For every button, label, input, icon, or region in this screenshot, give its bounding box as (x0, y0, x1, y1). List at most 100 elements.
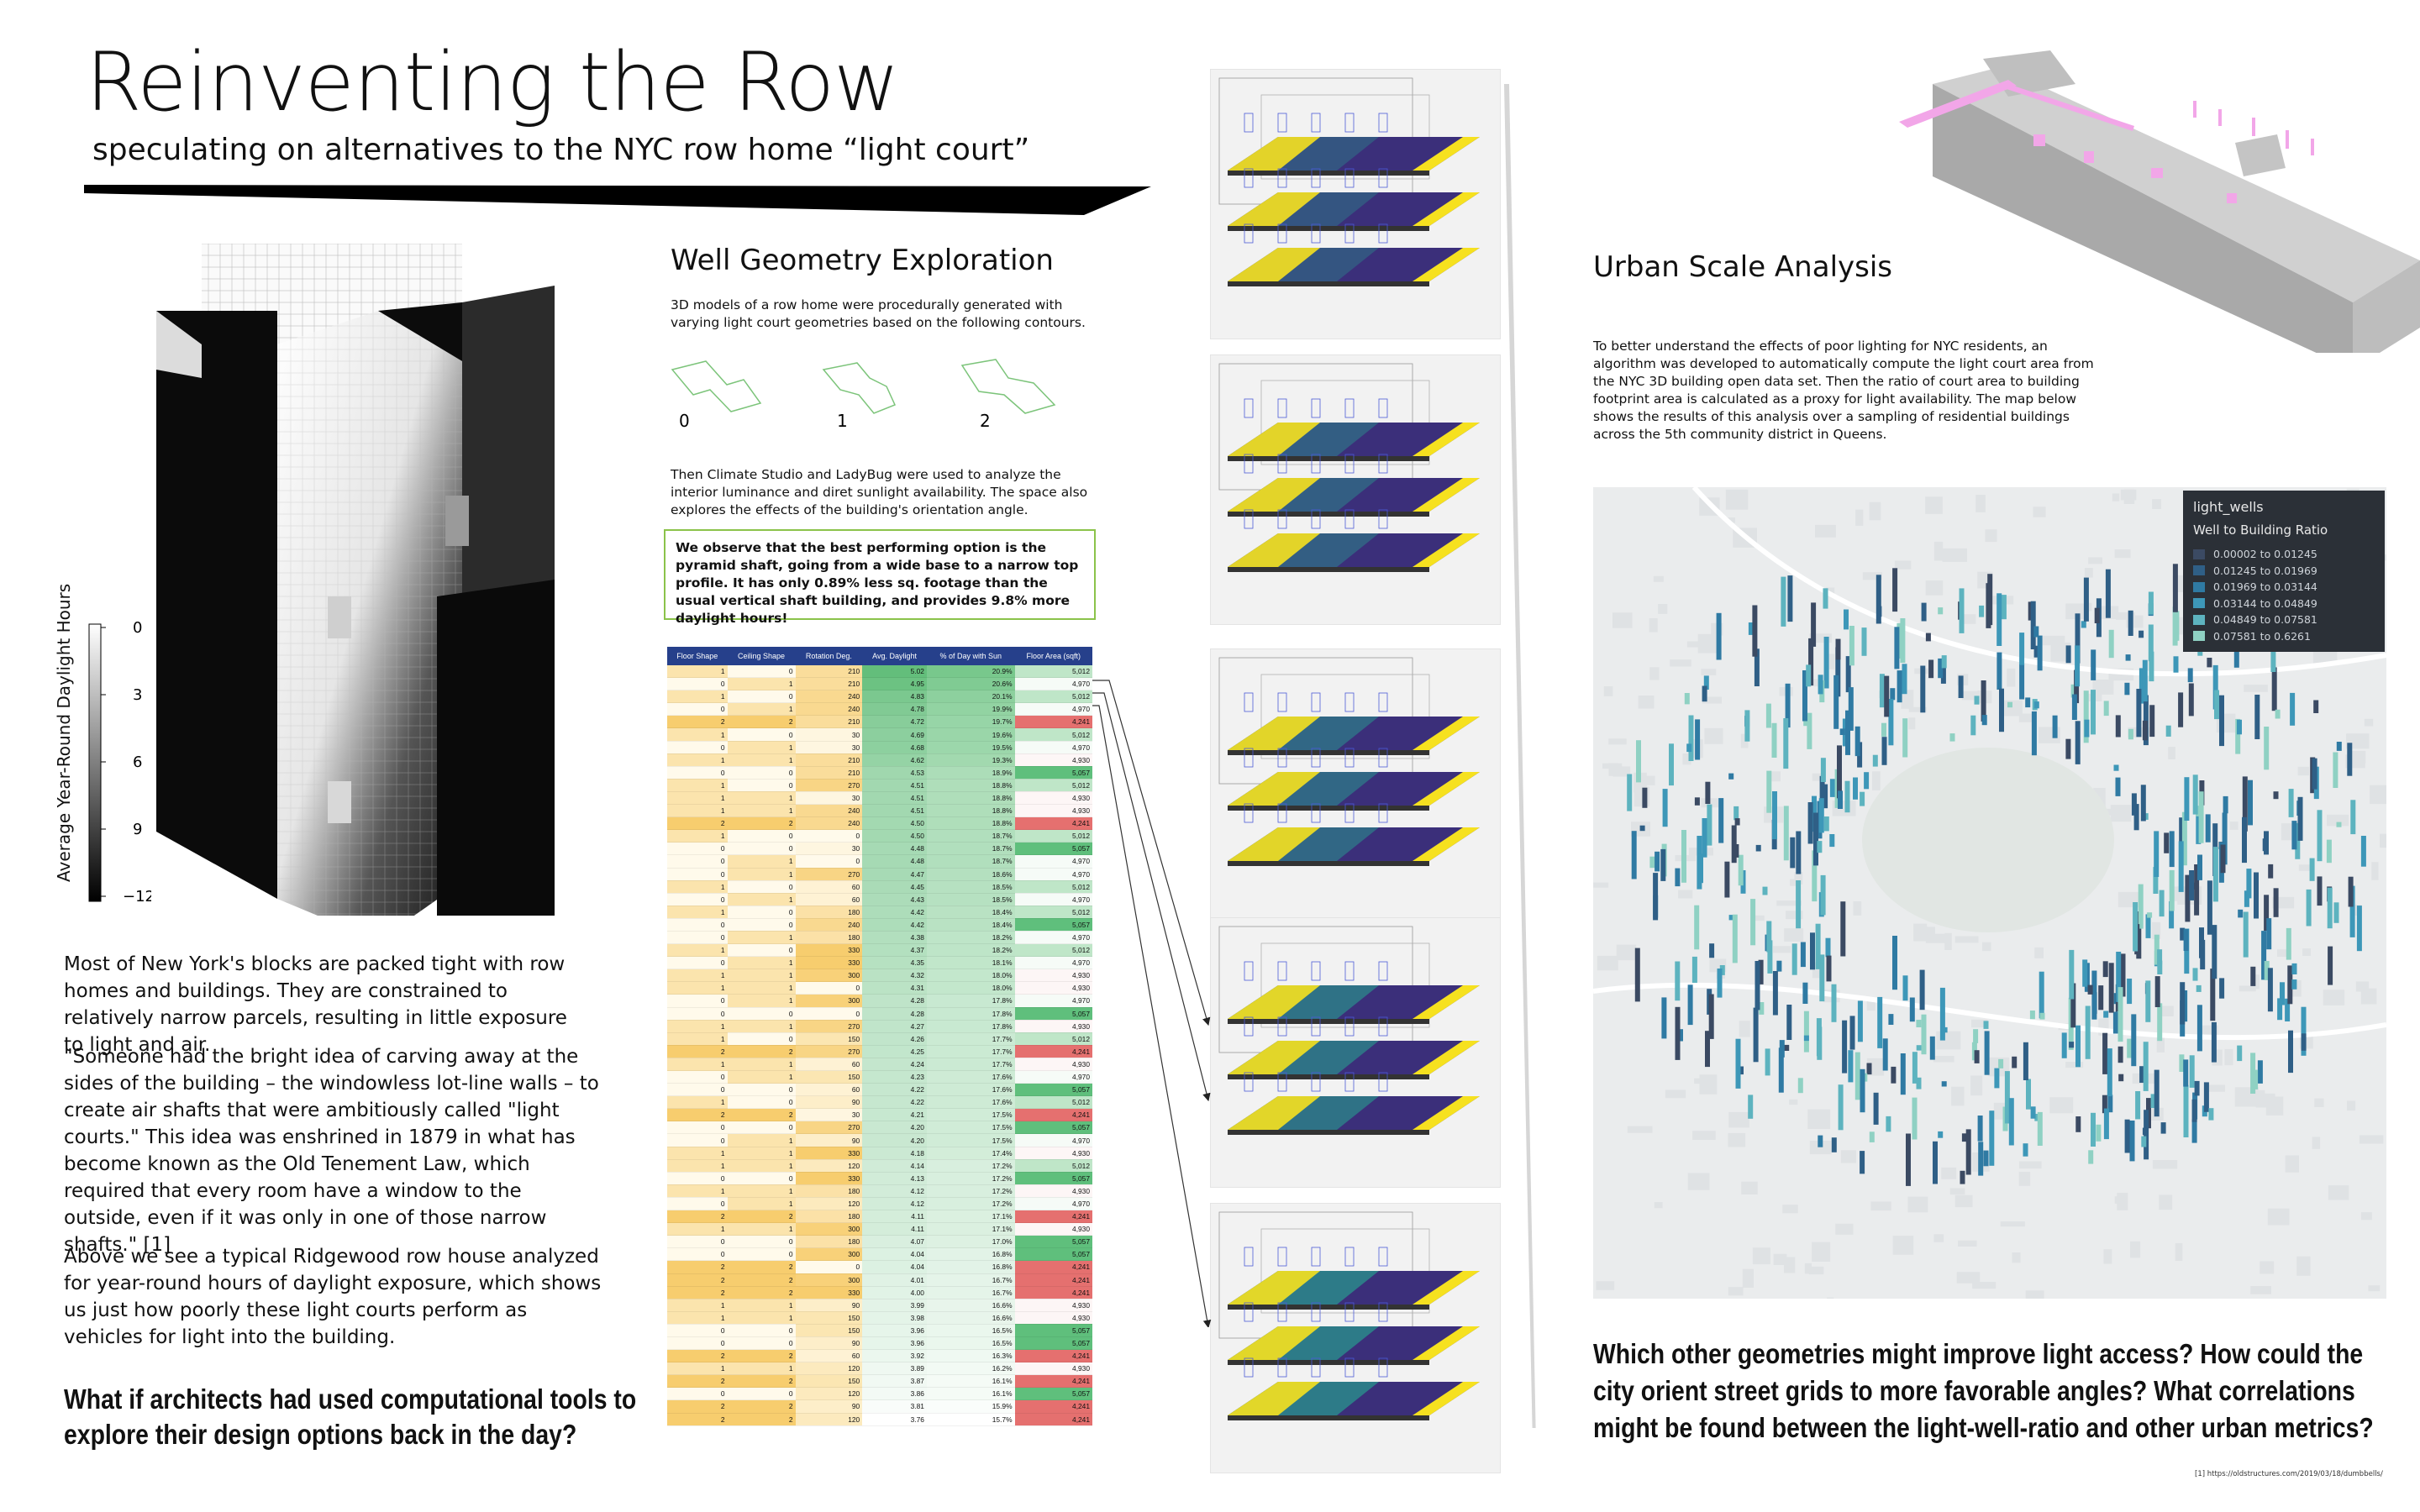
table-cell: 150 (795, 1311, 863, 1325)
table-cell: 2 (667, 1273, 728, 1287)
table-cell: 5,057 (1014, 1083, 1092, 1097)
table-cell: 5,012 (1014, 690, 1092, 704)
table-cell: 300 (795, 969, 863, 983)
legend-layer-name: light_wells (2193, 499, 2264, 515)
table-cell: 1 (727, 854, 796, 869)
table-cell: 4.72 (862, 715, 927, 729)
table-cell: 19.9% (926, 702, 1015, 717)
table-cell: 4.38 (862, 931, 927, 945)
table-cell: 16.6% (926, 1299, 1015, 1312)
legend-swatch (2193, 598, 2205, 609)
table-cell: 3.76 (862, 1413, 927, 1426)
table-cell: 3.86 (862, 1387, 927, 1401)
table-cell: 0 (795, 1260, 863, 1274)
table-cell: 2 (667, 1210, 728, 1224)
table-cell: 16.5% (926, 1324, 1015, 1337)
table-cell: 17.5% (926, 1108, 1015, 1122)
table-header: Floor Shape (667, 647, 728, 665)
table-cell: 4.20 (862, 1133, 927, 1147)
scale-tick: −12 (123, 888, 151, 903)
table-cell: 120 (795, 1362, 863, 1376)
table-cell: 3.99 (862, 1299, 927, 1312)
table-cell: 60 (795, 893, 863, 906)
table-cell: 3.96 (862, 1324, 927, 1337)
table-cell: 0 (727, 829, 796, 843)
table-cell: 180 (795, 1210, 863, 1224)
table-cell: 0 (667, 854, 728, 869)
table-cell: 4.14 (862, 1159, 927, 1173)
table-cell: 1 (667, 1299, 728, 1312)
table-cell: 1 (727, 677, 796, 691)
table-cell: 4,970 (1014, 868, 1092, 881)
floor-render-drawing (1218, 77, 1480, 286)
contour-label: 1 (837, 411, 848, 431)
table-row: 1 1 150 3.98 16.6% 4,930 (667, 1311, 1092, 1325)
table-cell: 4.42 (862, 906, 927, 919)
table-cell: 4.04 (862, 1247, 927, 1262)
table-cell: 4,970 (1014, 702, 1092, 717)
legend-title: Well to Building Ratio (2193, 522, 2328, 538)
table-cell: 4.51 (862, 791, 927, 806)
table-cell: 4,930 (1014, 1184, 1092, 1198)
table-cell: 0 (667, 677, 728, 691)
table-cell: 0 (727, 690, 796, 704)
table-cell: 0 (667, 1387, 728, 1401)
table-row: 2 2 0 4.04 16.8% 4,241 (667, 1260, 1092, 1274)
table-cell: 180 (795, 1235, 863, 1249)
table-row: 0 0 0 4.28 17.8% 5,057 (667, 1007, 1092, 1021)
table-cell: 0 (727, 1324, 796, 1337)
table-cell: 2 (667, 816, 728, 831)
table-cell: 4.12 (862, 1197, 927, 1211)
table-cell: 5,057 (1014, 842, 1092, 856)
table-cell: 90 (795, 1299, 863, 1312)
legend-item: 0.01969 to 0.03144 (2193, 579, 2317, 596)
legend-swatch (2193, 614, 2205, 625)
table-cell: 270 (795, 868, 863, 881)
urban-analysis-text: To better understand the effects of poor… (1593, 339, 2094, 442)
table-cell: 5,057 (1014, 1007, 1092, 1021)
table-cell: 1 (727, 1299, 796, 1312)
table-cell: 0 (667, 1172, 728, 1185)
closing-question-left: What if architects had used computationa… (64, 1383, 637, 1450)
table-cell: 5,057 (1014, 1247, 1092, 1262)
table-row: 1 1 30 4.51 18.8% 4,930 (667, 791, 1092, 806)
table-cell: 4.28 (862, 994, 927, 1008)
table-row: 0 0 300 4.04 16.8% 5,057 (667, 1247, 1092, 1262)
table-cell: 2 (667, 1374, 728, 1389)
table-cell: 1 (727, 1070, 796, 1084)
table-cell: 330 (795, 1172, 863, 1185)
table-cell: 1 (667, 727, 728, 742)
table-cell: 3.87 (862, 1374, 927, 1389)
table-cell: 16.8% (926, 1260, 1015, 1274)
table-cell: 2 (667, 1260, 728, 1274)
table-cell: 4,241 (1014, 1399, 1092, 1414)
table-row: 0 0 90 3.96 16.5% 5,057 (667, 1336, 1092, 1351)
table-cell: 1 (727, 1197, 796, 1211)
floor-render-drawing (1218, 926, 1480, 1135)
table-row: 0 0 150 3.96 16.5% 5,057 (667, 1324, 1092, 1337)
table-cell: 18.1% (926, 956, 1015, 970)
table-cell: 270 (795, 1045, 863, 1058)
table-cell: 18.8% (926, 779, 1015, 792)
map-canvas[interactable] (1593, 487, 2386, 1299)
table-cell: 2 (727, 1210, 796, 1224)
table-cell: 20.1% (926, 690, 1015, 704)
table-cell: 4.00 (862, 1286, 927, 1299)
contour-label: 0 (679, 411, 690, 431)
table-cell: 5,057 (1014, 766, 1092, 780)
table-cell: 1 (727, 1020, 796, 1033)
table-header: Floor Area (sqft) (1014, 647, 1092, 665)
table-cell: 18.8% (926, 816, 1015, 831)
table-cell: 300 (795, 1273, 863, 1287)
table-cell: 18.5% (926, 893, 1015, 906)
floor-render (1210, 1203, 1501, 1473)
legend-swatch (2193, 581, 2205, 592)
legend-item: 0.04849 to 0.07581 (2193, 612, 2317, 628)
legend-label: 0.01969 to 0.03144 (2213, 580, 2317, 594)
table-row: 1 0 30 4.69 19.6% 5,012 (667, 727, 1092, 742)
table-cell: 0 (727, 1032, 796, 1046)
table-cell: 17.0% (926, 1235, 1015, 1249)
footnote: [1] https://oldstructures.com/2019/03/18… (2195, 1470, 2383, 1478)
table-row: 1 1 330 4.18 17.4% 4,930 (667, 1147, 1092, 1160)
well-geometry-tools-text: Then Climate Studio and LadyBug were use… (671, 467, 1088, 517)
